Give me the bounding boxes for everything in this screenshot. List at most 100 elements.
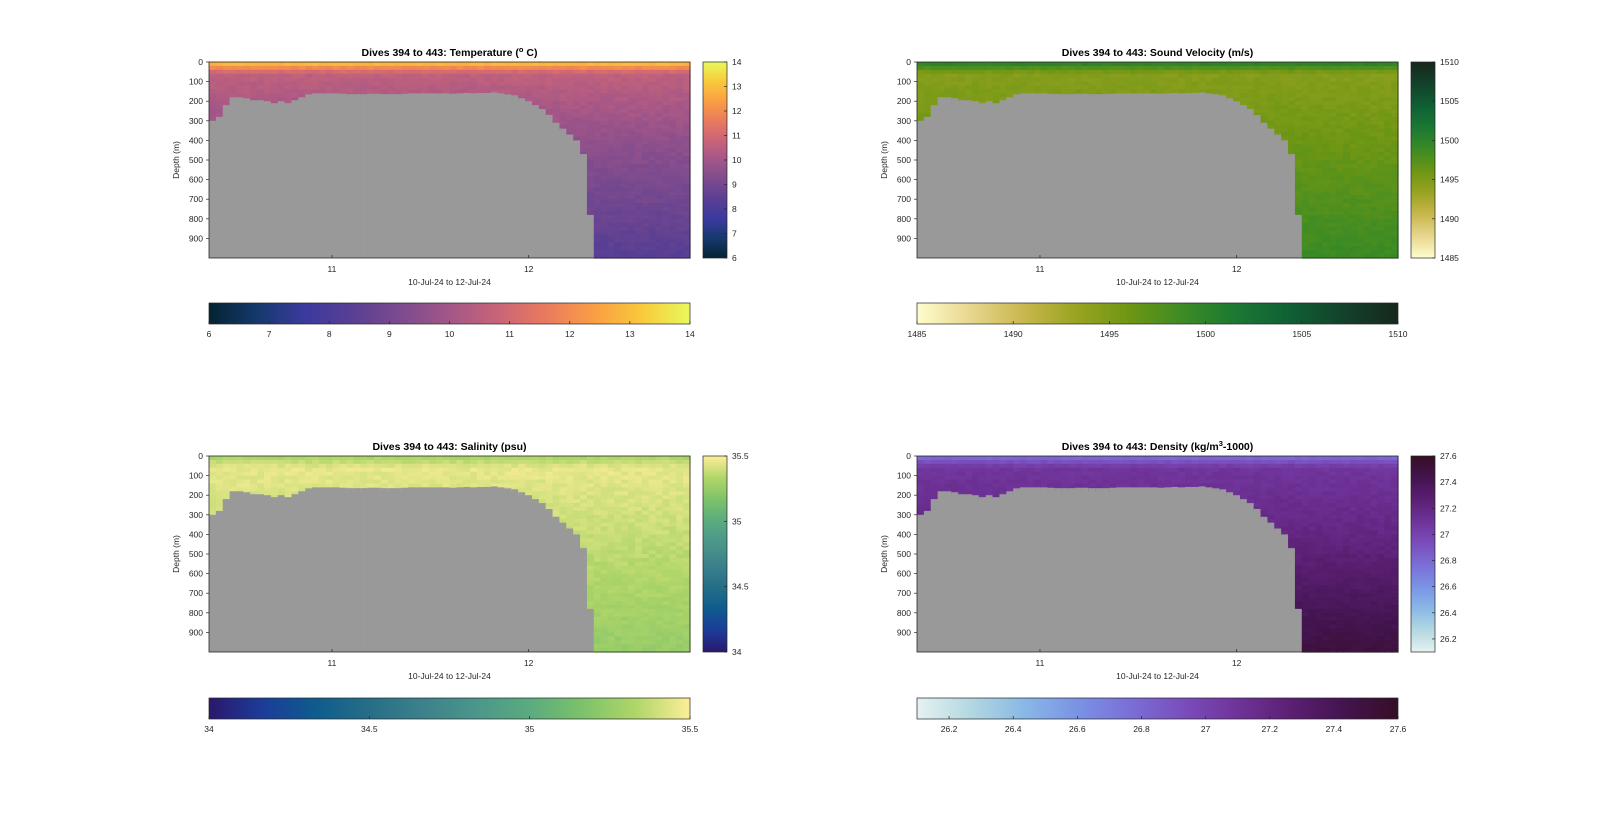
heatmap-cell — [504, 73, 512, 79]
heatmap-cell — [978, 487, 987, 492]
heatmap-cell — [215, 69, 224, 75]
heatmap-cell — [229, 77, 238, 83]
heatmap-cell — [641, 526, 650, 532]
heatmap-cell — [209, 116, 217, 122]
heatmap-cell — [346, 479, 354, 485]
heatmap-cell — [1363, 148, 1372, 153]
heatmap-cell — [1315, 246, 1324, 251]
heatmap-cell — [1294, 179, 1303, 185]
heatmap-cell — [1123, 81, 1131, 87]
heatmap-cell — [648, 132, 657, 138]
heatmap-cell — [518, 463, 526, 469]
heatmap-cell — [1356, 246, 1365, 251]
heatmap-cell — [552, 97, 561, 102]
heatmap-cell — [683, 140, 691, 145]
heatmap-cell — [456, 467, 464, 473]
heatmap-cell — [641, 475, 650, 481]
heatmap-cell — [298, 456, 306, 461]
heatmap-cell — [1308, 499, 1317, 504]
heatmap-cell — [1349, 187, 1358, 192]
heatmap-cell — [408, 479, 416, 485]
heatmap-cell — [978, 456, 987, 461]
heatmap-cell — [1184, 89, 1193, 94]
heatmap-cell — [1349, 152, 1358, 157]
heatmap-cell — [621, 246, 629, 251]
heatmap-cell — [1150, 62, 1159, 67]
heatmap-cell — [559, 483, 567, 488]
heatmap-cell — [669, 632, 677, 637]
heatmap-cell — [662, 226, 670, 232]
seafloor-column — [312, 93, 320, 258]
heatmap-cell — [1322, 109, 1330, 114]
heatmap-cell — [593, 557, 602, 563]
heatmap-cell — [1294, 526, 1303, 532]
heatmap-cell — [593, 456, 602, 461]
heatmap-cell — [1212, 456, 1220, 461]
heatmap-cell — [1391, 175, 1399, 181]
heatmap-cell — [1006, 456, 1014, 461]
heatmap-cell — [1356, 195, 1365, 200]
heatmap-cell — [483, 479, 492, 485]
heatmap-cell — [1370, 160, 1378, 165]
heatmap-cell — [923, 105, 932, 110]
heatmap-cell — [325, 81, 334, 87]
heatmap-cell — [1081, 483, 1090, 488]
heatmap-cell — [635, 483, 643, 488]
heatmap-cell — [373, 73, 382, 79]
heatmap-cell — [917, 499, 925, 504]
heatmap-cell — [635, 124, 643, 130]
heatmap-cell — [215, 77, 224, 83]
heatmap-cell — [1281, 456, 1289, 461]
heatmap-cell — [586, 475, 595, 481]
heatmap-cell — [1343, 85, 1351, 91]
heatmap-cell — [1130, 69, 1138, 75]
heatmap-cell — [1349, 69, 1358, 75]
heatmap-cell — [628, 183, 636, 189]
heatmap-cell — [965, 85, 973, 91]
heatmap-cell — [648, 152, 657, 157]
heatmap-cell — [422, 81, 430, 87]
heatmap-cell — [586, 471, 595, 477]
heatmap-cell — [628, 199, 636, 204]
heatmap-cell — [1377, 128, 1385, 134]
heatmap-cell — [1370, 93, 1378, 98]
heatmap-cell — [669, 459, 677, 465]
heatmap-cell — [1164, 62, 1172, 67]
heatmap-cell — [415, 69, 423, 75]
heatmap-cell — [648, 561, 657, 567]
heatmap-cell — [1301, 483, 1310, 488]
heatmap-cell — [250, 491, 258, 496]
heatmap-cell — [1184, 479, 1193, 485]
heatmap-cell — [1054, 475, 1062, 481]
seafloor-column — [1013, 488, 1021, 652]
heatmap-cell — [552, 491, 561, 496]
heatmap-cell — [1349, 210, 1358, 216]
heatmap-cell — [662, 238, 670, 243]
heatmap-cell — [1233, 487, 1241, 492]
heatmap-cell — [621, 604, 629, 610]
heatmap-cell — [428, 65, 437, 71]
heatmap-cell — [676, 116, 684, 122]
heatmap-cell — [593, 222, 602, 228]
heatmap-cell — [635, 589, 643, 594]
heatmap-cell — [1301, 218, 1310, 224]
heatmap-cell — [312, 89, 320, 94]
heatmap-cell — [669, 163, 677, 169]
heatmap-cell — [1006, 89, 1014, 94]
heatmap-cell — [641, 163, 650, 169]
heatmap-cell — [1143, 459, 1152, 465]
heatmap-cell — [277, 65, 286, 71]
heatmap-cell — [1329, 124, 1337, 130]
heatmap-cell — [1288, 124, 1296, 130]
heatmap-cell — [1336, 199, 1344, 204]
heatmap-cell — [648, 230, 657, 236]
heatmap-cell — [1233, 77, 1241, 83]
heatmap-cell — [593, 597, 602, 602]
heatmap-cell — [1329, 199, 1337, 204]
heatmap-cell — [1081, 73, 1090, 79]
heatmap-cell — [971, 85, 980, 91]
heatmap-cell — [1109, 62, 1117, 67]
heatmap-cell — [1281, 85, 1289, 91]
heatmap-cell — [917, 116, 925, 122]
heatmap-cell — [586, 491, 595, 496]
